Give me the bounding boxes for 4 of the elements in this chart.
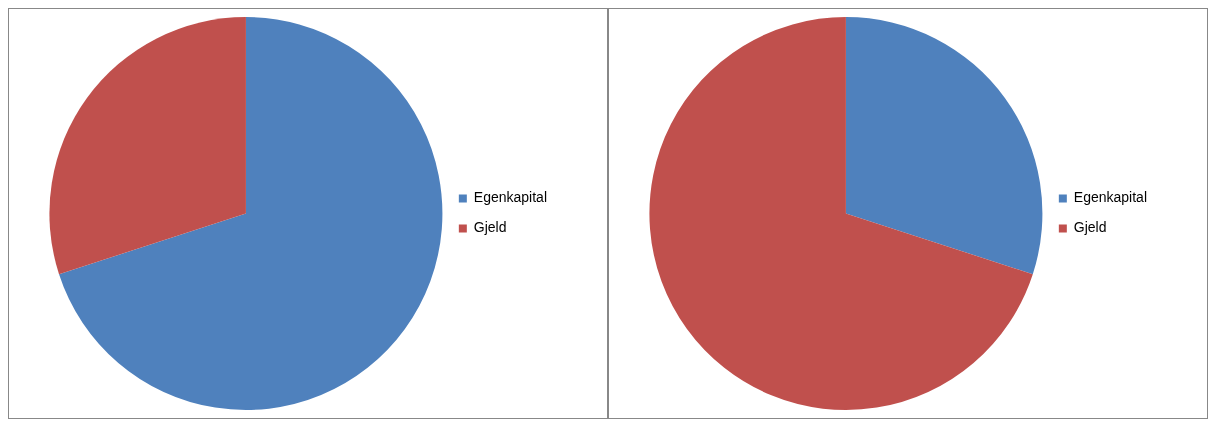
legend-label: Gjeld [1073, 219, 1107, 236]
legend-label: Egenkapital [473, 189, 548, 206]
legend-label: Gjeld [473, 219, 507, 236]
legend-label: Egenkapital [1073, 189, 1148, 206]
